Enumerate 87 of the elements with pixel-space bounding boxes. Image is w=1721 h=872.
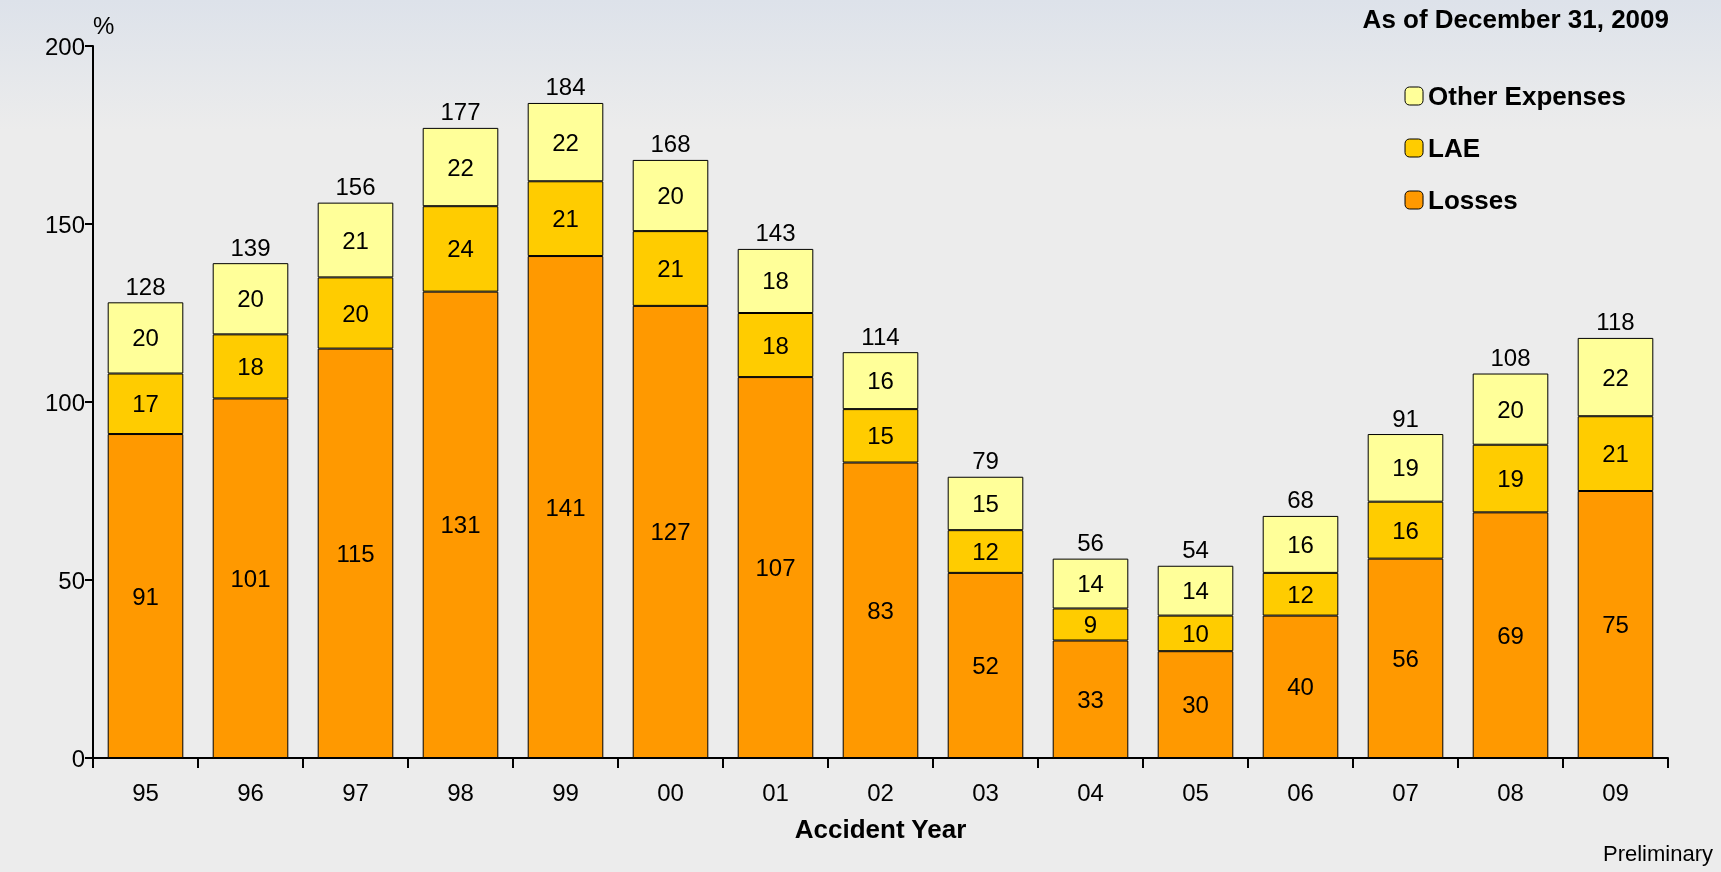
total-label: 91 — [1392, 404, 1419, 432]
total-label: 177 — [440, 98, 481, 126]
total-label: 184 — [545, 73, 586, 101]
text: Preliminary — [1602, 840, 1714, 866]
data-label: 19 — [1392, 454, 1419, 482]
data-label: 22 — [1602, 363, 1629, 391]
x-tick-label: 95 — [132, 778, 159, 806]
y-tick-label: 50 — [58, 566, 85, 594]
data-label: 131 — [440, 511, 481, 539]
data-label: 56 — [1392, 644, 1419, 672]
data-label: 10 — [1182, 619, 1209, 647]
data-label: 20 — [657, 182, 684, 210]
data-label: 15 — [867, 422, 894, 450]
x-tick-label: 97 — [342, 778, 369, 806]
data-label: 101 — [230, 564, 271, 592]
data-label: 16 — [867, 367, 894, 395]
x-tick-label: 03 — [972, 778, 999, 806]
x-tick-label: 04 — [1077, 778, 1104, 806]
data-label: 22 — [552, 128, 579, 156]
data-label: 21 — [342, 226, 369, 254]
data-label: 30 — [1182, 691, 1209, 719]
total-label: 54 — [1182, 536, 1209, 564]
total-label: 168 — [650, 130, 691, 158]
data-label: 18 — [237, 352, 264, 380]
data-label: 14 — [1077, 570, 1104, 598]
data-label: 141 — [545, 493, 586, 521]
data-label: 91 — [132, 582, 159, 610]
total-label: 108 — [1490, 344, 1531, 372]
x-tick-label: 96 — [237, 778, 264, 806]
data-label: 18 — [762, 331, 789, 359]
data-label: 19 — [1497, 465, 1524, 493]
legend-label: LAE — [1428, 133, 1481, 163]
total-label: 139 — [230, 233, 271, 261]
data-label: 12 — [1287, 580, 1314, 608]
y-tick-label: 0 — [71, 744, 85, 772]
data-label: 21 — [657, 255, 684, 282]
x-tick-label: 01 — [762, 778, 789, 806]
text: As of December 31, 2009 — [1362, 4, 1669, 34]
x-tick-label: 06 — [1287, 778, 1314, 806]
y-tick-label: 100 — [44, 388, 85, 416]
data-label: 20 — [237, 285, 264, 313]
total-label: 156 — [335, 173, 376, 201]
data-label: 40 — [1287, 673, 1314, 701]
x-tick-label: 07 — [1392, 778, 1419, 806]
data-label: 24 — [447, 235, 474, 263]
data-label: 17 — [132, 390, 159, 418]
data-label: 20 — [1497, 395, 1524, 423]
data-label: 9 — [1083, 611, 1098, 638]
data-label: 12 — [972, 538, 999, 566]
data-label: 14 — [1182, 577, 1209, 605]
data-label: 22 — [447, 153, 474, 181]
data-label: 69 — [1497, 621, 1524, 649]
data-label: 18 — [762, 267, 789, 295]
data-label: 16 — [1287, 530, 1314, 558]
data-label: 75 — [1602, 611, 1629, 638]
x-tick-label: 99 — [552, 778, 579, 806]
y-tick-label: 200 — [44, 32, 85, 60]
legend-label: Other Expenses — [1428, 81, 1627, 111]
total-label: 79 — [972, 447, 999, 475]
total-label: 128 — [125, 272, 166, 300]
data-label: 20 — [132, 324, 159, 352]
data-label: 83 — [867, 596, 894, 624]
y-tick-label: 150 — [44, 210, 85, 238]
x-tick-label: 05 — [1182, 778, 1209, 806]
data-label: 21 — [1602, 440, 1629, 468]
legend-label: Losses — [1428, 185, 1518, 215]
data-label: 33 — [1077, 685, 1104, 713]
data-label: 16 — [1392, 516, 1419, 544]
total-label: 143 — [755, 219, 796, 247]
x-tick-label: 98 — [447, 778, 474, 806]
total-label: 114 — [861, 322, 900, 350]
y-axis-title: % — [93, 11, 115, 39]
total-label: 118 — [1596, 308, 1635, 336]
data-label: 115 — [336, 539, 375, 567]
x-tick-label: 02 — [867, 778, 894, 806]
x-tick-label: 00 — [657, 778, 684, 806]
data-label: 15 — [972, 489, 999, 517]
data-label: 21 — [552, 205, 579, 233]
x-tick-label: 08 — [1497, 778, 1524, 806]
data-label: 107 — [755, 554, 796, 582]
data-label: 52 — [972, 651, 999, 679]
total-label: 56 — [1077, 529, 1104, 557]
x-tick-label: 09 — [1602, 778, 1629, 806]
data-label: 127 — [650, 518, 691, 546]
x-axis-title: Accident Year — [794, 814, 967, 844]
total-label: 68 — [1287, 486, 1314, 514]
data-label: 20 — [342, 299, 369, 327]
